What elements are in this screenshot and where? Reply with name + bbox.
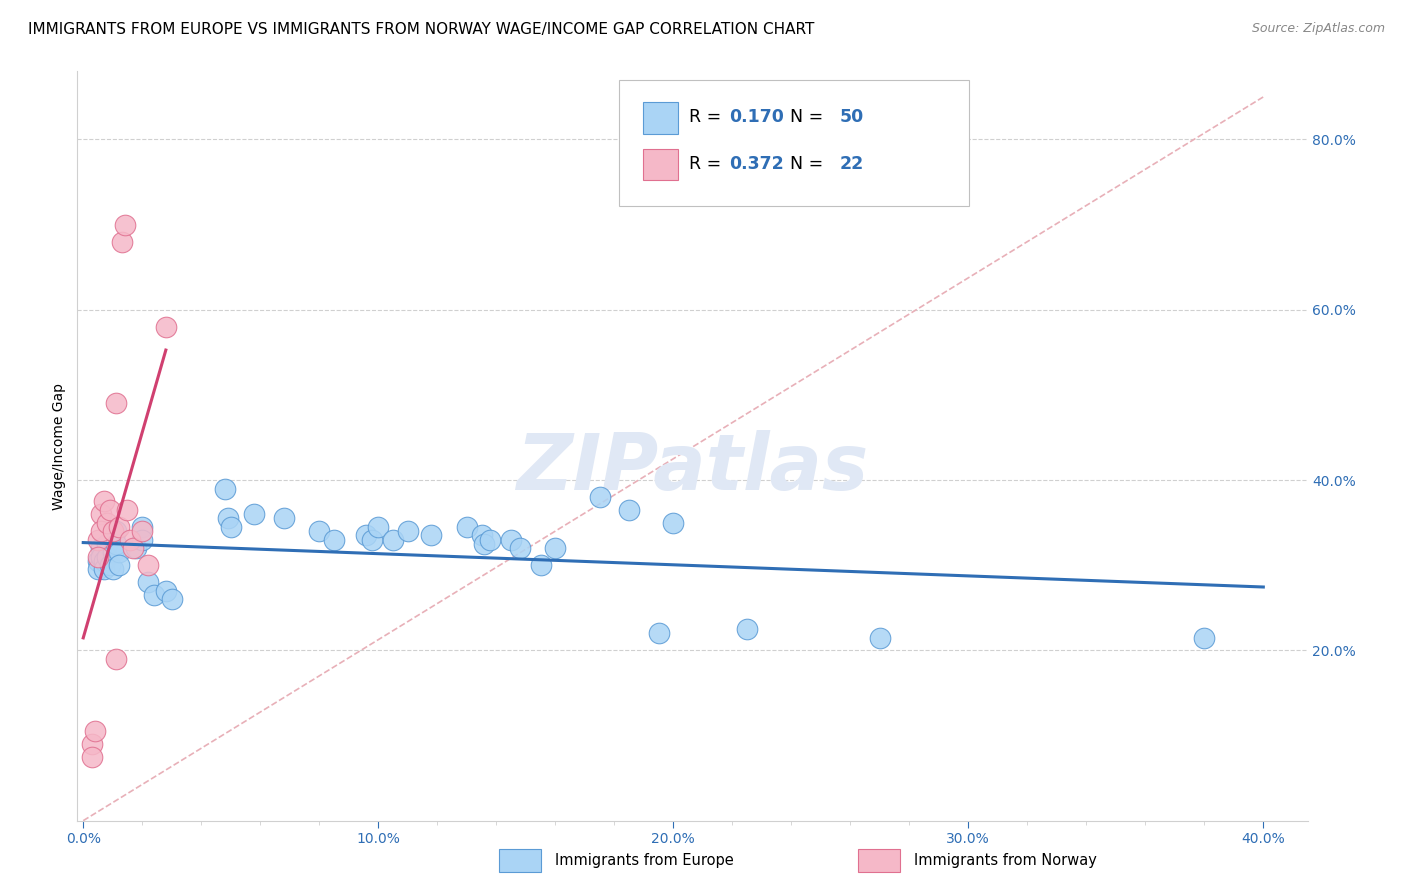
Point (87, 554, 110, 568)
Text: 22: 22 (841, 154, 865, 172)
Point (117, 503, 139, 517)
Point (90, 507, 112, 521)
Point (104, 537, 127, 551)
Text: 50: 50 (841, 108, 865, 126)
Y-axis label: Wage/Income Gap: Wage/Income Gap (52, 383, 66, 509)
Point (107, 545, 129, 559)
Text: N =: N = (779, 108, 828, 126)
Point (136, 575, 159, 590)
Point (356, 528, 378, 542)
Point (87, 562, 110, 576)
Point (470, 528, 492, 542)
Point (104, 396, 127, 410)
Point (98, 503, 121, 517)
Point (662, 516, 685, 530)
Point (479, 533, 502, 547)
Point (80, 737, 103, 751)
Point (104, 524, 127, 538)
Point (131, 524, 153, 538)
Point (420, 528, 443, 542)
FancyBboxPatch shape (644, 102, 678, 134)
Point (131, 520, 153, 534)
Point (273, 511, 295, 525)
Point (869, 631, 891, 645)
Text: 0.372: 0.372 (730, 154, 785, 172)
Point (110, 235, 132, 249)
Point (104, 652, 127, 666)
Point (735, 622, 758, 636)
Point (155, 583, 177, 598)
Point (219, 520, 242, 534)
Point (588, 490, 610, 504)
Point (101, 524, 124, 538)
Point (243, 507, 266, 521)
Point (361, 533, 384, 547)
Point (120, 533, 142, 547)
Point (155, 319, 177, 334)
Text: 0.170: 0.170 (730, 108, 785, 126)
Point (101, 562, 124, 576)
Point (367, 520, 389, 534)
Point (93, 554, 115, 568)
Point (456, 520, 478, 534)
Point (474, 537, 496, 551)
Point (122, 541, 145, 556)
FancyBboxPatch shape (619, 80, 969, 206)
Point (90, 524, 112, 538)
Point (131, 533, 153, 547)
FancyBboxPatch shape (644, 149, 678, 180)
Point (87, 549, 110, 564)
Point (107, 520, 129, 534)
Text: ZIPatlas: ZIPatlas (516, 431, 869, 507)
Point (396, 524, 419, 538)
Point (114, 218, 136, 232)
Point (101, 545, 124, 559)
Text: N =: N = (779, 154, 828, 172)
Point (143, 588, 166, 602)
Point (125, 541, 148, 556)
Point (160, 592, 183, 607)
Point (308, 524, 330, 538)
Point (1194, 631, 1216, 645)
Text: Immigrants from Europe: Immigrants from Europe (555, 854, 734, 868)
Point (96, 516, 118, 530)
Point (323, 533, 346, 547)
Point (617, 503, 640, 517)
Point (217, 511, 239, 525)
Point (544, 541, 567, 556)
Point (382, 533, 405, 547)
Point (107, 558, 129, 573)
Text: IMMIGRANTS FROM EUROPE VS IMMIGRANTS FROM NORWAY WAGE/INCOME GAP CORRELATION CHA: IMMIGRANTS FROM EUROPE VS IMMIGRANTS FRO… (28, 22, 814, 37)
Text: R =: R = (689, 108, 727, 126)
Text: Immigrants from Norway: Immigrants from Norway (914, 854, 1097, 868)
Point (93, 562, 115, 576)
Point (90, 541, 112, 556)
Point (84, 724, 107, 739)
Point (87, 533, 110, 547)
Point (96, 549, 118, 564)
Point (136, 558, 159, 573)
Point (214, 482, 236, 496)
Point (529, 558, 551, 573)
Point (98, 558, 121, 573)
Point (80, 749, 103, 764)
Point (499, 533, 522, 547)
Point (93, 494, 115, 508)
Point (647, 626, 669, 640)
Point (96, 537, 118, 551)
Text: R =: R = (689, 154, 727, 172)
Text: Source: ZipAtlas.com: Source: ZipAtlas.com (1251, 22, 1385, 36)
Point (90, 549, 112, 564)
Point (509, 541, 531, 556)
